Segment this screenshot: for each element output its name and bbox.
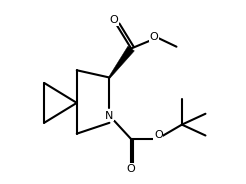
Text: O: O: [149, 32, 158, 42]
Text: N: N: [105, 111, 114, 121]
Text: O: O: [127, 164, 136, 174]
Text: O: O: [154, 130, 163, 141]
Text: O: O: [109, 15, 118, 25]
Polygon shape: [109, 46, 134, 78]
